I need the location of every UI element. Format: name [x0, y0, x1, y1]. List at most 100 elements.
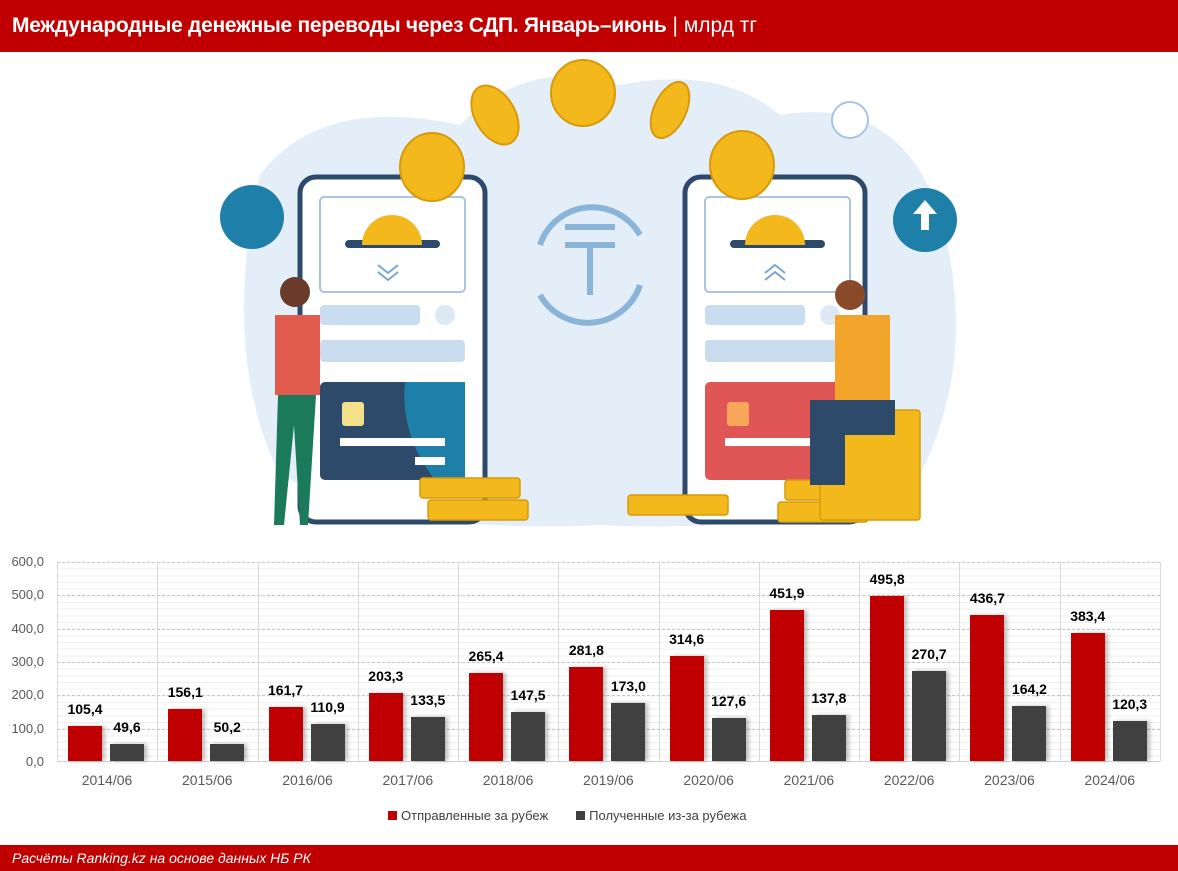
- bar-sent: [469, 672, 504, 761]
- x-tick-label: 2023/06: [984, 772, 1035, 788]
- value-label: 314,6: [669, 631, 705, 648]
- sound-icon: [831, 101, 869, 139]
- bar-received: [811, 715, 846, 761]
- value-label: 50,2: [213, 719, 241, 736]
- category-separator: [558, 562, 560, 761]
- legend: Отправленные за рубеж Полученные из-за р…: [388, 808, 746, 823]
- value-label: 281,8: [568, 642, 604, 659]
- bar-sent: [970, 615, 1005, 761]
- legend-swatch-sent: [388, 811, 397, 820]
- bar-chart: 0,0 100,0 200,0 300,0 400,0 500,0 600,0 105,4 4…: [0, 550, 1178, 840]
- tenge-exchange-icon: [537, 204, 643, 326]
- unit-label: | млрд тг: [672, 14, 758, 37]
- y-tick-label: 300,0: [11, 654, 44, 669]
- bar-received: [611, 703, 646, 761]
- gridline: [57, 662, 1160, 663]
- gridline: [57, 595, 1160, 597]
- legend-item-sent: Отправленные за рубеж: [388, 808, 548, 823]
- bubble-left: [220, 185, 284, 249]
- x-tick-label: 2019/06: [583, 772, 634, 788]
- value-label: 495,8: [869, 570, 905, 587]
- x-tick-label: 2020/06: [683, 772, 734, 788]
- bar-sent: [669, 656, 704, 761]
- category-separator: [1160, 562, 1161, 761]
- y-tick-label: 500,0: [11, 587, 44, 603]
- bar-sent: [569, 667, 604, 761]
- bar-received: [511, 711, 546, 761]
- bar-sent: [168, 708, 203, 761]
- bar-sent: [268, 707, 303, 761]
- value-label: 127,6: [711, 693, 747, 710]
- value-label: 161,7: [268, 682, 304, 699]
- legend-label-received: Полученные из-за рубежа: [589, 808, 747, 823]
- category-separator: [458, 562, 460, 761]
- x-tick-label: 2021/06: [783, 772, 835, 788]
- bar-received: [110, 744, 144, 761]
- bar-received: [210, 744, 245, 761]
- legend-label-sent: Отправленные за рубеж: [401, 808, 549, 823]
- money-transfer-illustration: [220, 59, 957, 527]
- category-separator: [57, 562, 58, 761]
- bar-sent: [1070, 633, 1105, 761]
- value-label: 120,3: [1112, 695, 1148, 712]
- value-label: 164,2: [1011, 681, 1047, 698]
- value-label: 173,0: [610, 678, 646, 695]
- legend-swatch-received: [576, 811, 586, 820]
- gridline: [57, 562, 1160, 563]
- bar-sent: [68, 725, 102, 761]
- x-tick-label: 2018/06: [482, 772, 534, 788]
- woman-figure: [274, 277, 320, 525]
- source-text: Расчёты Ranking.kz на основе данных НБ Р…: [12, 850, 311, 866]
- value-label: 137,8: [811, 690, 847, 707]
- title-bar: Международные денежные переводы через СД…: [0, 0, 1178, 52]
- value-label: 265,4: [468, 647, 504, 664]
- coins-flying: [399, 59, 775, 202]
- y-tick-label: 400,0: [11, 620, 44, 636]
- right-phone: [682, 174, 868, 525]
- category-separator: [758, 562, 760, 761]
- bar-received: [310, 724, 345, 761]
- bar-received: [410, 716, 445, 761]
- value-label: 436,7: [969, 590, 1005, 607]
- bar-sent: [368, 693, 403, 761]
- value-label: 110,9: [310, 699, 345, 716]
- value-label: 203,3: [368, 668, 404, 685]
- category-separator: [357, 562, 359, 761]
- category-separator: [257, 562, 259, 761]
- y-tick-label: 0,0: [25, 754, 44, 769]
- value-label: 105,4: [67, 700, 103, 717]
- bar-received: [1112, 720, 1147, 761]
- arrow-up-icon: [913, 200, 937, 230]
- bar-received: [1012, 706, 1047, 761]
- legend-item-received: Полученные из-за рубежа: [576, 808, 746, 823]
- x-tick-label: 2017/06: [382, 772, 434, 788]
- value-label: 156,1: [167, 683, 203, 700]
- x-tick-label: 2015/06: [181, 772, 233, 788]
- x-tick-label: 2014/06: [81, 772, 133, 788]
- y-tick-label: 600,0: [11, 554, 44, 569]
- bar-received: [711, 718, 746, 761]
- category-separator: [157, 562, 159, 761]
- x-tick-label: 2022/06: [883, 772, 935, 788]
- bar-sent: [870, 595, 905, 761]
- man-figure: [810, 280, 895, 485]
- gridline: [57, 628, 1160, 630]
- left-phone: [297, 174, 488, 525]
- value-label: 147,5: [510, 686, 546, 703]
- value-label: 133,5: [410, 691, 446, 708]
- y-tick-label: 200,0: [11, 687, 44, 703]
- plot-area: 105,4 49,6 156,1 50,2 161,7 110,9 203,3 133,5 26…: [57, 562, 1161, 762]
- x-tick-label: 2024/06: [1084, 772, 1136, 788]
- gridline: [57, 728, 1160, 730]
- value-label: 49,6: [113, 719, 141, 736]
- value-label: 383,4: [1070, 608, 1106, 625]
- bar-sent: [769, 610, 804, 761]
- category-separator: [1059, 562, 1061, 761]
- value-label: 270,7: [911, 645, 947, 662]
- x-tick-label: 2016/06: [282, 772, 333, 788]
- bar-received: [912, 670, 947, 761]
- y-tick-label: 100,0: [11, 720, 44, 736]
- value-label: 451,9: [769, 585, 805, 602]
- category-separator: [859, 562, 861, 761]
- chart-title: Международные денежные переводы через СД…: [12, 14, 667, 37]
